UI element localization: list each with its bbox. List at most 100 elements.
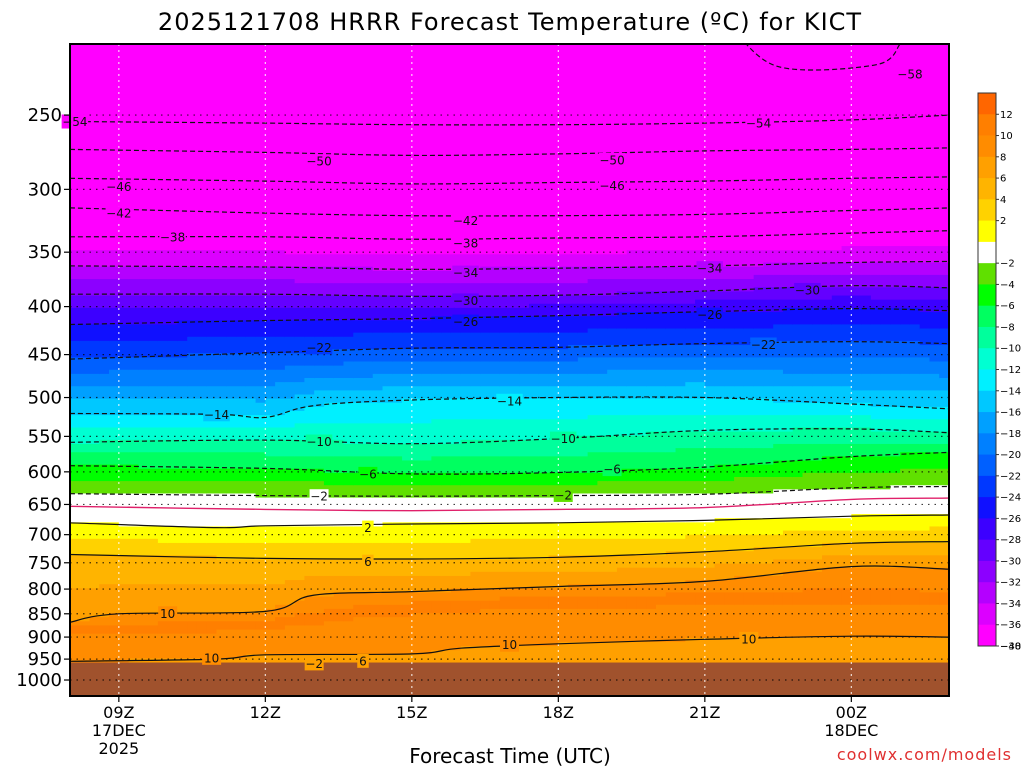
temperature-band-cell xyxy=(607,295,618,305)
temperature-band-cell xyxy=(861,472,872,490)
temperature-band-cell xyxy=(392,604,403,618)
temperature-band-cell xyxy=(216,613,227,622)
temperature-band-cell xyxy=(304,423,315,441)
temperature-band-cell xyxy=(450,373,462,387)
temperature-band-cell xyxy=(206,481,218,495)
temperature-band-cell xyxy=(333,44,345,255)
temperature-band-cell xyxy=(109,398,120,416)
temperature-band-cell xyxy=(743,551,755,565)
chart-title: 2025121708 HRRR Forecast Temperature (ºC… xyxy=(158,8,862,36)
temperature-band-cell xyxy=(372,320,384,334)
temperature-band-cell xyxy=(411,44,423,255)
temperature-band-cell xyxy=(890,485,901,515)
temperature-band-cell xyxy=(284,307,296,321)
temperature-band-cell xyxy=(265,427,276,441)
temperature-band-cell xyxy=(245,386,257,400)
contour-label: −54 xyxy=(62,115,87,129)
temperature-band-cell xyxy=(607,571,618,585)
temperature-band-cell xyxy=(333,526,345,544)
temperature-band-cell xyxy=(363,283,374,297)
temperature-band-cell xyxy=(753,431,765,449)
temperature-band-cell xyxy=(265,44,276,251)
temperature-band-cell xyxy=(265,526,276,544)
temperature-band-cell xyxy=(880,287,891,301)
temperature-band-cell xyxy=(841,443,852,457)
contour-label: −42 xyxy=(106,207,131,221)
temperature-band-cell xyxy=(929,373,940,391)
temperature-band-cell xyxy=(236,468,247,482)
temperature-band-cell xyxy=(519,349,530,363)
temperature-band-cell xyxy=(851,357,862,375)
temperature-band-cell xyxy=(851,287,862,297)
temperature-band-cell xyxy=(782,324,794,342)
temperature-band-cell xyxy=(450,254,462,272)
temperature-band-cell xyxy=(333,390,345,404)
temperature-band-cell xyxy=(206,369,218,387)
temperature-band-cell xyxy=(236,621,247,631)
temperature-band-cell xyxy=(372,402,384,424)
temperature-band-cell xyxy=(343,44,354,255)
temperature-band-cell xyxy=(616,596,628,610)
temperature-band-cell xyxy=(265,481,276,499)
temperature-band-cell xyxy=(382,44,393,255)
temperature-band-cell xyxy=(216,336,227,354)
temperature-band-cell xyxy=(118,613,130,627)
temperature-band-cell xyxy=(890,406,901,420)
temperature-band-cell xyxy=(665,398,677,416)
temperature-band-cell xyxy=(138,369,149,387)
contour-label-bg xyxy=(452,314,479,329)
temperature-band-cell xyxy=(499,646,511,664)
temperature-band-cell xyxy=(187,452,198,470)
temperature-band-cell xyxy=(363,390,374,404)
temperature-band-cell xyxy=(509,538,520,561)
temperature-band-cell xyxy=(255,402,266,416)
temperature-band-cell xyxy=(206,307,218,321)
temperature-band-cell xyxy=(577,266,589,284)
temperature-band-cell xyxy=(284,654,296,664)
temperature-band-cell xyxy=(675,44,686,251)
temperature-band-cell xyxy=(118,279,130,297)
temperature-band-cell xyxy=(226,336,237,354)
temperature-band-cell xyxy=(773,604,784,639)
temperature-band-cell xyxy=(568,485,579,495)
temperature-band-cell xyxy=(851,542,862,556)
temperature-band-cell xyxy=(167,468,179,482)
temperature-band-cell xyxy=(548,439,559,457)
temperature-band-cell xyxy=(880,555,891,569)
temperature-band-cell xyxy=(812,324,823,342)
temperature-band-cell xyxy=(265,279,276,297)
contour-label: −46 xyxy=(599,179,624,193)
temperature-band-cell xyxy=(304,542,315,561)
colorbar-swatch xyxy=(978,326,996,349)
temperature-band-cell xyxy=(372,592,384,606)
temperature-band-cell xyxy=(323,559,335,577)
contour-label-bg xyxy=(602,462,622,477)
temperature-band-cell xyxy=(167,542,179,556)
temperature-band-cell xyxy=(421,254,432,272)
temperature-band-cell xyxy=(177,369,188,387)
temperature-band-cell xyxy=(89,357,100,375)
temperature-band-cell xyxy=(509,295,520,309)
temperature-band-cell xyxy=(177,526,188,544)
temperature-band-cell xyxy=(226,353,237,371)
temperature-band-cell xyxy=(70,464,81,482)
contour-label-bg xyxy=(202,650,222,665)
temperature-band-cell xyxy=(880,542,891,556)
temperature-band-cell xyxy=(939,419,949,433)
temperature-band-cell xyxy=(499,283,511,297)
temperature-band-cell xyxy=(734,279,745,293)
temperature-band-cell xyxy=(128,481,139,495)
temperature-band-cell xyxy=(402,472,413,486)
temperature-band-cell xyxy=(333,559,345,577)
temperature-band-cell xyxy=(489,44,501,255)
temperature-band-cell xyxy=(275,295,286,309)
temperature-band-cell xyxy=(724,580,735,594)
temperature-band-cell xyxy=(470,571,481,589)
temperature-band-cell xyxy=(157,324,169,342)
temperature-band-cell xyxy=(460,588,472,602)
temperature-band-cell xyxy=(626,345,638,358)
temperature-band-cell xyxy=(802,415,813,429)
temperature-band-cell xyxy=(831,340,843,358)
temperature-band-cell xyxy=(782,415,794,433)
